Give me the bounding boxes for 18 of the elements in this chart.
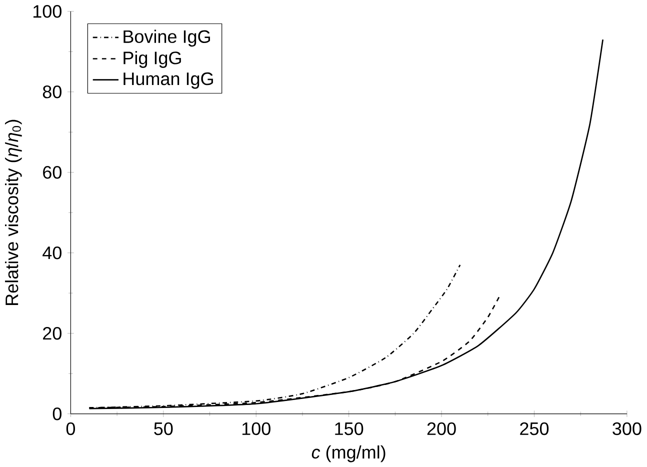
x-tick-label: 200 [427, 422, 456, 435]
x-tick-label: 150 [335, 422, 364, 435]
legend-label: Human IgG [124, 72, 213, 89]
x-tick-label: 100 [242, 422, 270, 435]
x-axis-title: c (mg/ml) [312, 445, 386, 462]
x-tick-label: 50 [154, 422, 173, 435]
y-tick-label: 40 [42, 246, 62, 260]
legend-label: Pig IgG [124, 51, 181, 68]
x-tick-label: 250 [520, 422, 549, 435]
y-axis-title: Relative viscosity (η/η$_{0}$) [5, 120, 22, 305]
x-tick-label: 0 [66, 422, 76, 435]
y-tick-label: 60 [43, 166, 62, 179]
legend-label: Bovine IgG [124, 30, 210, 46]
y-tick-label: 0 [52, 407, 62, 420]
y-tick-label: 100 [33, 4, 62, 18]
y-tick-label: 20 [43, 326, 62, 340]
x-tick-label: 300 [612, 422, 642, 435]
y-tick-label: 80 [42, 85, 62, 98]
